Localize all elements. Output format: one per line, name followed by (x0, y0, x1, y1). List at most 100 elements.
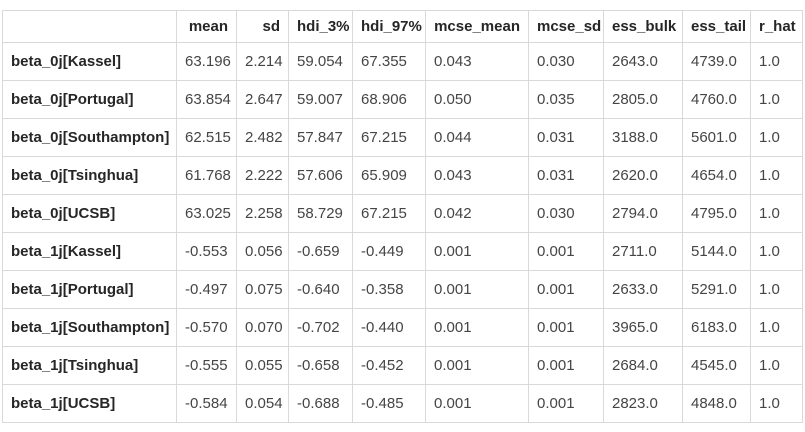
cell-sd: 0.056 (236, 232, 289, 271)
cell-ess-bulk: 2633.0 (603, 270, 683, 309)
row-label: beta_1j[Kassel] (2, 232, 177, 271)
cell-ess-bulk: 2684.0 (603, 346, 683, 385)
cell-hdi-97-: -0.440 (352, 308, 426, 347)
cell-sd: 0.055 (236, 346, 289, 385)
table-row: beta_0j[UCSB] 63.025 2.258 58.729 67.215 0.04… (2, 194, 803, 233)
table-row: beta_0j[Tsinghua] 61.768 2.222 57.606 65.909… (2, 156, 803, 195)
column-header-mcse-sd: mcse_sd (528, 10, 604, 43)
cell-ess-tail: 4760.0 (682, 80, 751, 119)
cell-mcse-sd: 0.001 (528, 232, 604, 271)
cell-hdi-97-: -0.449 (352, 232, 426, 271)
column-header-r-hat: r_hat (750, 10, 803, 43)
cell-mcse-sd: 0.001 (528, 346, 604, 385)
cell-mean: 63.196 (176, 42, 237, 81)
cell-mcse-sd: 0.031 (528, 118, 604, 157)
column-header-hdi-3-: hdi_3% (288, 10, 353, 43)
cell-mean: -0.584 (176, 384, 237, 423)
cell-hdi-3-: 57.847 (288, 118, 353, 157)
row-label: beta_1j[Southampton] (2, 308, 177, 347)
cell-sd: 2.222 (236, 156, 289, 195)
cell-mean: -0.497 (176, 270, 237, 309)
cell-mean: 63.854 (176, 80, 237, 119)
cell-r-hat: 1.0 (750, 118, 803, 157)
cell-hdi-3-: -0.640 (288, 270, 353, 309)
cell-ess-bulk: 2643.0 (603, 42, 683, 81)
table-body: beta_0j[Kassel] 63.196 2.214 59.054 67.355 0.… (2, 42, 803, 423)
cell-sd: 0.070 (236, 308, 289, 347)
cell-hdi-97-: 68.906 (352, 80, 426, 119)
cell-hdi-97-: 65.909 (352, 156, 426, 195)
table-row: beta_0j[Kassel] 63.196 2.214 59.054 67.355 0.… (2, 42, 803, 81)
cell-r-hat: 1.0 (750, 384, 803, 423)
row-label: beta_1j[UCSB] (2, 384, 177, 423)
cell-mcse-mean: 0.043 (425, 42, 529, 81)
cell-r-hat: 1.0 (750, 232, 803, 271)
cell-mcse-sd: 0.001 (528, 270, 604, 309)
cell-r-hat: 1.0 (750, 42, 803, 81)
cell-hdi-97-: -0.452 (352, 346, 426, 385)
row-label: beta_1j[Tsinghua] (2, 346, 177, 385)
cell-mcse-mean: 0.001 (425, 232, 529, 271)
cell-r-hat: 1.0 (750, 156, 803, 195)
cell-hdi-3-: -0.659 (288, 232, 353, 271)
corner-cell (2, 10, 177, 43)
cell-ess-tail: 4739.0 (682, 42, 751, 81)
column-header-ess-bulk: ess_bulk (603, 10, 683, 43)
column-header-hdi-97-: hdi_97% (352, 10, 426, 43)
table-row: beta_1j[Tsinghua] -0.555 0.055 -0.658 -0.452… (2, 346, 803, 385)
cell-sd: 2.258 (236, 194, 289, 233)
cell-ess-tail: 4795.0 (682, 194, 751, 233)
table-header: mean sd hdi_3% hdi_97% mcse_mean mcse_sd ess_b… (2, 10, 803, 43)
cell-ess-tail: 4545.0 (682, 346, 751, 385)
cell-hdi-97-: 67.215 (352, 194, 426, 233)
cell-hdi-97-: -0.358 (352, 270, 426, 309)
cell-hdi-3-: -0.702 (288, 308, 353, 347)
cell-mean: 62.515 (176, 118, 237, 157)
cell-mean: -0.570 (176, 308, 237, 347)
row-label: beta_1j[Portugal] (2, 270, 177, 309)
cell-mcse-mean: 0.044 (425, 118, 529, 157)
cell-sd: 0.054 (236, 384, 289, 423)
cell-hdi-97-: 67.355 (352, 42, 426, 81)
cell-ess-tail: 5144.0 (682, 232, 751, 271)
cell-mcse-mean: 0.001 (425, 384, 529, 423)
cell-hdi-3-: -0.688 (288, 384, 353, 423)
cell-hdi-3-: 57.606 (288, 156, 353, 195)
cell-ess-bulk: 2823.0 (603, 384, 683, 423)
cell-mcse-mean: 0.043 (425, 156, 529, 195)
cell-ess-bulk: 2711.0 (603, 232, 683, 271)
cell-mcse-sd: 0.031 (528, 156, 604, 195)
cell-ess-tail: 5291.0 (682, 270, 751, 309)
cell-mcse-sd: 0.030 (528, 42, 604, 81)
cell-hdi-3-: 59.007 (288, 80, 353, 119)
cell-r-hat: 1.0 (750, 308, 803, 347)
cell-ess-bulk: 3965.0 (603, 308, 683, 347)
cell-mean: -0.555 (176, 346, 237, 385)
cell-mcse-sd: 0.030 (528, 194, 604, 233)
table-row: beta_1j[UCSB] -0.584 0.054 -0.688 -0.485 0.00… (2, 384, 803, 423)
row-label: beta_0j[Tsinghua] (2, 156, 177, 195)
cell-r-hat: 1.0 (750, 270, 803, 309)
cell-hdi-3-: -0.658 (288, 346, 353, 385)
cell-mcse-sd: 0.001 (528, 308, 604, 347)
cell-mcse-mean: 0.042 (425, 194, 529, 233)
cell-sd: 2.482 (236, 118, 289, 157)
table-row: beta_1j[Kassel] -0.553 0.056 -0.659 -0.449 0.… (2, 232, 803, 271)
cell-r-hat: 1.0 (750, 346, 803, 385)
cell-mean: 61.768 (176, 156, 237, 195)
cell-ess-bulk: 2794.0 (603, 194, 683, 233)
cell-sd: 2.647 (236, 80, 289, 119)
cell-ess-tail: 5601.0 (682, 118, 751, 157)
cell-mcse-sd: 0.035 (528, 80, 604, 119)
row-label: beta_0j[Southampton] (2, 118, 177, 157)
cell-r-hat: 1.0 (750, 80, 803, 119)
row-label: beta_0j[Kassel] (2, 42, 177, 81)
cell-ess-bulk: 2805.0 (603, 80, 683, 119)
cell-mcse-mean: 0.001 (425, 346, 529, 385)
cell-ess-tail: 4654.0 (682, 156, 751, 195)
column-header-mcse-mean: mcse_mean (425, 10, 529, 43)
table-header-row: mean sd hdi_3% hdi_97% mcse_mean mcse_sd ess_b… (2, 10, 803, 43)
row-label: beta_0j[Portugal] (2, 80, 177, 119)
cell-hdi-97-: 67.215 (352, 118, 426, 157)
cell-mcse-sd: 0.001 (528, 384, 604, 423)
